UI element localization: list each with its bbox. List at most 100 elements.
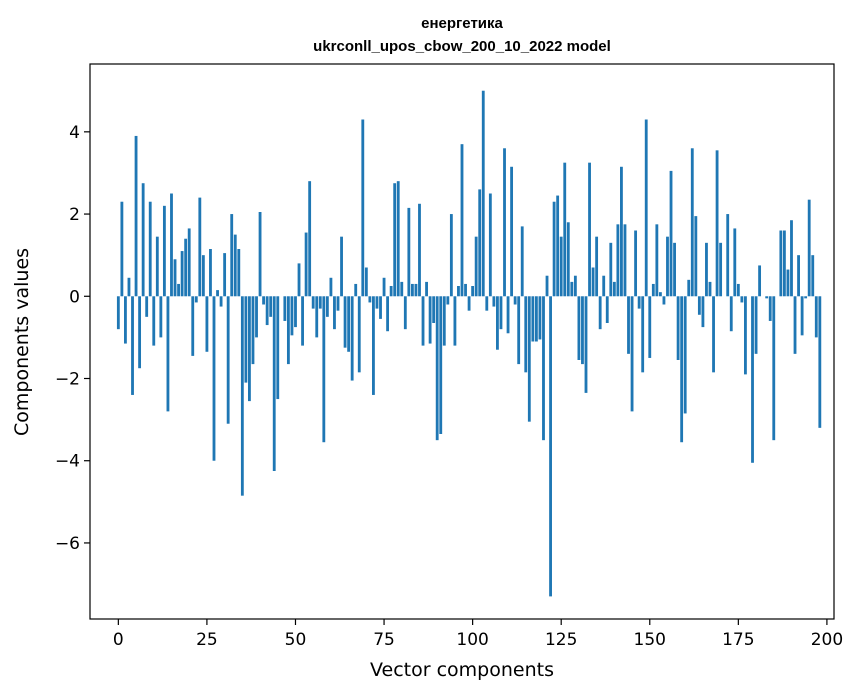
bar-28: [216, 290, 219, 297]
bar-191: [793, 296, 797, 354]
bar-154: [662, 296, 666, 305]
x-tick-label: 125: [545, 630, 577, 650]
bar-132: [584, 296, 588, 393]
plot-frame: [89, 63, 835, 620]
bar-187: [779, 230, 783, 297]
bar-51: [297, 263, 301, 297]
bar-102: [478, 189, 482, 297]
bar-56: [315, 296, 319, 338]
bar-124: [556, 195, 560, 297]
bar-128: [570, 281, 574, 297]
bar-192: [797, 255, 800, 297]
bar-116: [527, 296, 531, 422]
y-tick-label: 2: [69, 205, 80, 225]
bar-60: [329, 277, 333, 297]
bar-119: [538, 296, 542, 340]
bar-96: [457, 286, 460, 297]
bar-20: [187, 228, 191, 297]
bar-195: [807, 199, 811, 297]
bar-35: [240, 296, 244, 496]
bar-106: [492, 296, 496, 307]
bar-77: [389, 286, 393, 297]
y-axis-ticks: −6 −4 −2 0 2 4: [55, 123, 90, 554]
bar-150: [648, 296, 652, 358]
bar-131: [581, 296, 584, 365]
bar-81: [403, 296, 407, 330]
bar-45: [276, 296, 280, 400]
bar-44: [272, 296, 276, 471]
x-tick-label: 200: [811, 630, 843, 650]
bar-130: [577, 296, 581, 360]
bar-104: [485, 296, 489, 311]
bar-4: [131, 296, 134, 395]
y-tick-label: −2: [55, 370, 80, 390]
bar-137: [602, 275, 606, 297]
bar-38: [251, 296, 255, 365]
x-tick-label: 150: [634, 630, 666, 650]
bar-197: [814, 296, 818, 338]
bar-138: [605, 296, 609, 323]
bar-29: [219, 296, 223, 307]
bar-75: [382, 277, 386, 297]
bar-112: [513, 296, 517, 305]
bar-41: [262, 296, 266, 305]
bar-79: [396, 181, 400, 297]
bar-72: [372, 296, 375, 395]
bar-122: [549, 296, 552, 597]
bar-55: [311, 296, 315, 309]
bar-54: [308, 181, 312, 297]
bar-179: [751, 296, 754, 463]
y-tick-label: 0: [69, 287, 80, 307]
bar-3: [127, 277, 131, 297]
bar-123: [552, 201, 556, 297]
bar-140: [612, 281, 616, 297]
bar-70: [364, 267, 368, 297]
bar-147: [637, 296, 641, 309]
bar-90: [435, 296, 439, 441]
bar-71: [368, 296, 372, 303]
bar-146: [634, 230, 638, 297]
bar-111: [510, 166, 514, 297]
bar-14: [166, 296, 170, 412]
y-axis-label: Components values: [11, 248, 33, 436]
x-tick-label: 0: [113, 630, 124, 650]
bar-165: [701, 296, 705, 328]
bar-190: [790, 220, 793, 297]
bar-0: [116, 296, 120, 330]
bar-99: [467, 296, 471, 311]
bar-33: [233, 234, 237, 297]
bar-47: [283, 296, 287, 321]
bar-23: [198, 197, 202, 297]
bar-196: [811, 255, 815, 297]
bar-26: [209, 249, 212, 297]
bar-163: [694, 216, 698, 297]
bar-164: [697, 296, 701, 315]
bar-97: [460, 144, 464, 297]
bar-25: [205, 296, 209, 352]
bar-155: [666, 236, 669, 297]
bar-8: [145, 296, 149, 317]
bar-1: [120, 201, 124, 297]
bar-9: [148, 201, 152, 297]
bar-11: [155, 236, 159, 297]
bar-37: [248, 296, 251, 402]
bar-6: [138, 296, 142, 369]
bar-117: [531, 296, 535, 342]
bar-62: [336, 296, 340, 311]
y-tick-label: −4: [55, 452, 80, 472]
bar-151: [651, 283, 655, 297]
x-tick-label: 25: [196, 630, 218, 650]
bar-170: [719, 242, 723, 297]
bar-94: [449, 214, 453, 297]
x-tick-label: 75: [373, 630, 395, 650]
bar-52: [301, 296, 304, 346]
bar-185: [772, 296, 776, 441]
bar-22: [194, 296, 198, 303]
bar-110: [506, 296, 510, 334]
bar-101: [474, 236, 478, 297]
bar-48: [286, 296, 290, 365]
bar-61: [333, 296, 336, 330]
bar-19: [184, 238, 188, 297]
bar-74: [379, 296, 382, 319]
bar-67: [354, 283, 358, 297]
